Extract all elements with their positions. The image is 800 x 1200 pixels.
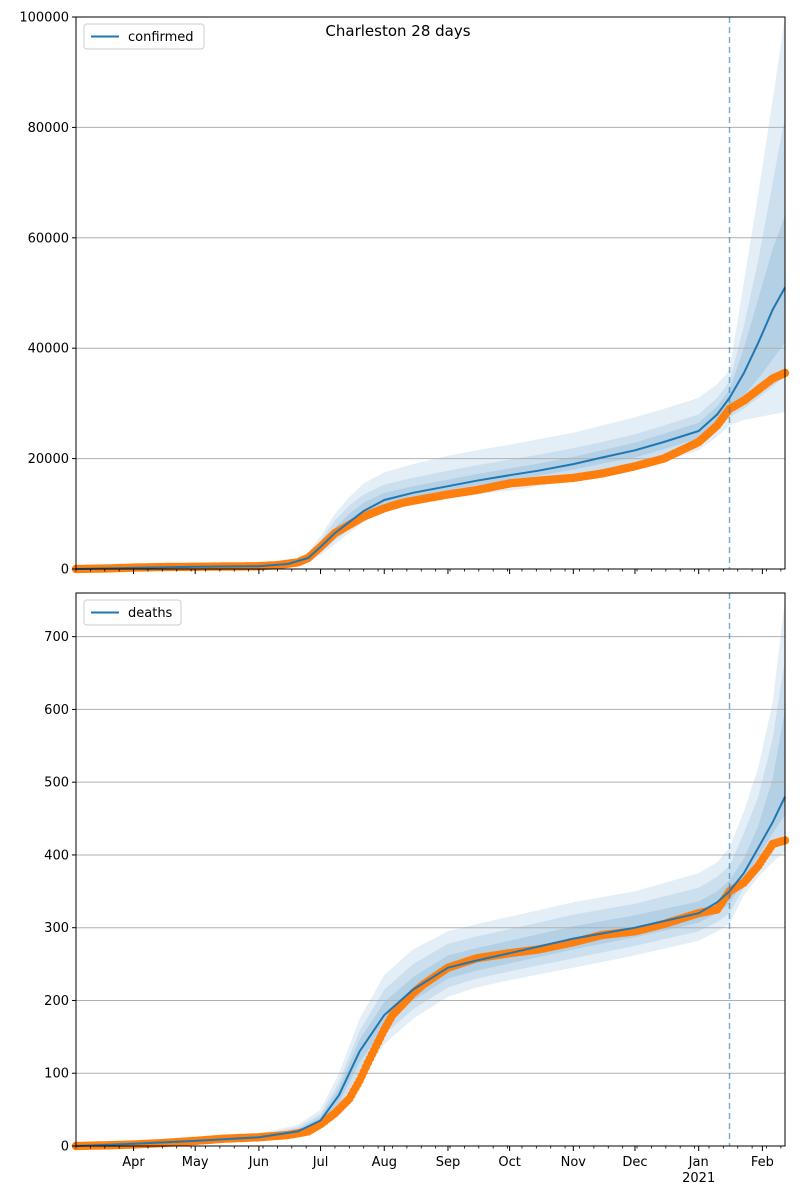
month-label-may: May [182, 1155, 209, 1170]
confirmed-ytick-label-4: 80000 [28, 121, 69, 136]
confirmed-axes-frame [75, 16, 786, 570]
month-label-aug: Aug [372, 1155, 397, 1170]
month-label-feb: Feb [751, 1155, 774, 1170]
month-label-apr: Apr [122, 1155, 145, 1170]
month-label-jun: Jun [248, 1155, 269, 1170]
confirmed-x-ticks [75, 569, 782, 574]
confirmed-ytick-label-5: 100000 [19, 11, 69, 26]
confirmed-ytick-label-1: 20000 [28, 452, 69, 467]
confirmed-model-path [75, 287, 786, 570]
confirmed-legend-label: confirmed [128, 30, 194, 45]
deaths-ytick-label-7: 700 [44, 630, 69, 645]
figure-title: Charleston 28 days [325, 22, 470, 40]
deaths-ytick-label-6: 600 [44, 703, 69, 718]
deaths-legend: deaths [83, 599, 182, 626]
month-label-sep: Sep [436, 1155, 461, 1170]
deaths-ytick-label-4: 400 [44, 848, 69, 863]
confirmed-observed-points [71, 368, 790, 574]
confirmed-band-0 [76, 17, 785, 569]
deaths-ytick-label-0: 0 [61, 1140, 69, 1155]
deaths-x-ticks [75, 1146, 782, 1151]
deaths-ytick-label-3: 300 [44, 921, 69, 936]
deaths-legend-label: deaths [128, 606, 173, 621]
deaths-ytick-label-1: 100 [44, 1067, 69, 1082]
confirmed-y-ticks: 0 20000 40000 60000 80000 100000 [19, 11, 76, 578]
month-label-jul: Jul [312, 1155, 329, 1170]
deaths-legend-box [83, 599, 182, 626]
deaths-band-1 [76, 658, 785, 1146]
confirmed-legend: confirmed [83, 23, 205, 50]
deaths-y-ticks: 0 100 200 300 400 500 600 700 [44, 630, 76, 1155]
confirmed-ytick-label-0: 0 [61, 563, 69, 578]
month-tick-labels: Apr May Jun Jul Aug Sep Oct Nov Dec Jan Feb [122, 1155, 774, 1170]
confirmed-legend-box [83, 23, 205, 50]
confirmed-panel: 0 20000 40000 60000 80000 100000 confirmed Ch… [19, 11, 790, 578]
deaths-panel: 0 100 200 300 400 500 600 700 Apr May Jun Jul Aug Se… [44, 592, 790, 1186]
month-label-dec: Dec [622, 1155, 647, 1170]
month-label-oct: Oct [498, 1155, 520, 1170]
deaths-ytick-label-5: 500 [44, 776, 69, 791]
month-label-jan: Jan [688, 1155, 709, 1170]
confirmed-ytick-label-3: 60000 [28, 231, 69, 246]
month-label-nov: Nov [561, 1155, 587, 1170]
confirmed-ytick-label-2: 40000 [28, 342, 69, 357]
deaths-model-line [75, 796, 786, 1147]
deaths-gridlines [76, 636, 785, 1074]
year-tick-label: 2021 [682, 1171, 715, 1186]
confirmed-model-line [75, 287, 786, 570]
deaths-model-path [75, 796, 786, 1147]
deaths-axes-frame [75, 592, 786, 1147]
deaths-ytick-label-2: 200 [44, 994, 69, 1009]
